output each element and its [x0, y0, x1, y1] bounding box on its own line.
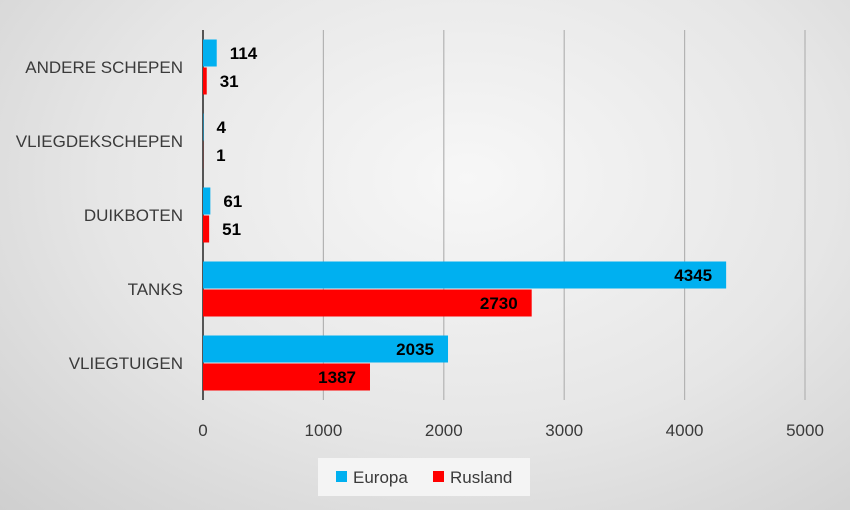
bar-rusland-3: [203, 289, 532, 317]
category-labels: ANDERE SCHEPEN VLIEGDEKSCHEPEN DUIKBOTEN TA…: [16, 58, 183, 373]
data-label-europa-3: 4345: [674, 266, 712, 285]
legend: Europa Rusland: [318, 458, 530, 496]
category-label-0: ANDERE SCHEPEN: [25, 58, 183, 77]
bars: [203, 39, 727, 391]
data-label-rusland-1: 1: [216, 146, 225, 165]
bar-europa-4: [203, 335, 449, 363]
category-label-2: DUIKBOTEN: [84, 206, 183, 225]
data-label-europa-1: 4: [216, 118, 226, 137]
x-tick-label-4000: 4000: [666, 421, 704, 440]
bar-rusland-0: [203, 67, 207, 95]
bar-europa-2: [203, 187, 211, 215]
data-label-rusland-0: 31: [220, 72, 239, 91]
bar-europa-0: [203, 39, 217, 67]
category-label-1: VLIEGDEKSCHEPEN: [16, 132, 183, 151]
x-tick-label-3000: 3000: [545, 421, 583, 440]
bar-europa-3: [203, 261, 727, 289]
legend-swatch-europa: [336, 471, 347, 482]
category-label-4: VLIEGTUIGEN: [69, 354, 183, 373]
x-tick-label-0: 0: [198, 421, 207, 440]
x-axis-tick-labels: 0 1000 2000 3000 4000 5000: [198, 421, 824, 440]
data-labels: 114 31 4 1 61 51 4345 2730 2035 1387: [216, 44, 712, 387]
legend-background: [318, 458, 530, 496]
bar-rusland-2: [203, 215, 210, 243]
category-label-3: TANKS: [128, 280, 183, 299]
data-label-rusland-3: 2730: [480, 294, 518, 313]
x-tick-label-1000: 1000: [304, 421, 342, 440]
bar-rusland-4: [203, 363, 370, 391]
data-label-rusland-4: 1387: [318, 368, 356, 387]
data-label-europa-2: 61: [223, 192, 242, 211]
legend-label-europa: Europa: [353, 468, 408, 487]
x-tick-label-2000: 2000: [425, 421, 463, 440]
legend-label-rusland: Rusland: [450, 468, 512, 487]
x-tick-label-5000: 5000: [786, 421, 824, 440]
data-label-rusland-2: 51: [222, 220, 241, 239]
legend-swatch-rusland: [433, 471, 444, 482]
data-label-europa-4: 2035: [396, 340, 434, 359]
data-label-europa-0: 114: [230, 44, 258, 63]
